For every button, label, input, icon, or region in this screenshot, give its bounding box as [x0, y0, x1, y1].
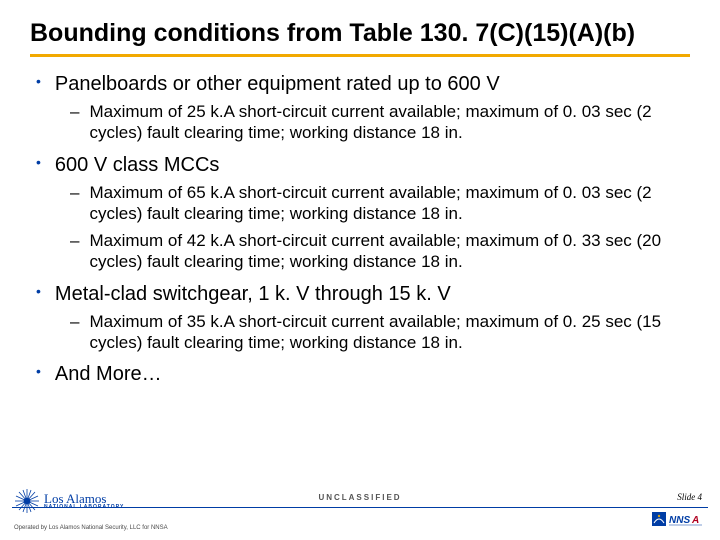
dash-icon: – — [70, 230, 79, 251]
bullet-item: • And More… — [36, 361, 690, 387]
bullet-text: And More… — [55, 361, 162, 387]
lanl-subtitle: NATIONAL LABORATORY — [44, 505, 124, 510]
slide-number: Slide 4 — [677, 492, 702, 502]
svg-text:A: A — [691, 515, 699, 526]
lanl-burst-icon — [14, 488, 40, 514]
dash-icon: – — [70, 101, 79, 122]
bullet-text: Metal-clad switchgear, 1 k. V through 15… — [55, 281, 451, 307]
content: • Panelboards or other equipment rated u… — [30, 71, 690, 387]
lanl-text: Los Alamos NATIONAL LABORATORY — [44, 492, 124, 510]
bullet-text: Panelboards or other equipment rated up … — [55, 71, 500, 97]
dash-icon: – — [70, 311, 79, 332]
bullet-dot-icon: • — [36, 152, 41, 173]
classification-label: UNCLASSIFIED — [318, 493, 401, 502]
sub-bullet-text: Maximum of 25 k.A short-circuit current … — [89, 101, 690, 144]
title-underline — [30, 54, 690, 57]
bullet-dot-icon: • — [36, 361, 41, 382]
bullet-group: • Panelboards or other equipment rated u… — [36, 71, 690, 144]
bullet-group: • 600 V class MCCs – Maximum of 65 k.A s… — [36, 152, 690, 273]
sub-bullet-item: – Maximum of 35 k.A short-circuit curren… — [70, 311, 690, 354]
lanl-logo: Los Alamos NATIONAL LABORATORY — [14, 488, 124, 514]
bullet-dot-icon: • — [36, 281, 41, 302]
bullet-text: 600 V class MCCs — [55, 152, 220, 178]
sub-bullet-text: Maximum of 65 k.A short-circuit current … — [89, 182, 690, 225]
footer: UNCLASSIFIED Slide 4 — [0, 486, 720, 540]
nnsa-logo: NNS A — [652, 509, 704, 534]
dash-icon: – — [70, 182, 79, 203]
sub-bullet-text: Maximum of 35 k.A short-circuit current … — [89, 311, 690, 354]
sub-bullet-text: Maximum of 42 k.A short-circuit current … — [89, 230, 690, 273]
bullet-item: • Metal-clad switchgear, 1 k. V through … — [36, 281, 690, 307]
bullet-group: • And More… — [36, 361, 690, 387]
bullet-item: • Panelboards or other equipment rated u… — [36, 71, 690, 97]
sub-bullet-item: – Maximum of 42 k.A short-circuit curren… — [70, 230, 690, 273]
sub-bullet-item: – Maximum of 25 k.A short-circuit curren… — [70, 101, 690, 144]
bullet-item: • 600 V class MCCs — [36, 152, 690, 178]
sub-bullet-item: – Maximum of 65 k.A short-circuit curren… — [70, 182, 690, 225]
operated-by-text: Operated by Los Alamos National Security… — [14, 525, 168, 531]
bullet-group: • Metal-clad switchgear, 1 k. V through … — [36, 281, 690, 354]
slide-title: Bounding conditions from Table 130. 7(C)… — [30, 18, 690, 48]
slide: Bounding conditions from Table 130. 7(C)… — [0, 0, 720, 540]
svg-text:NNS: NNS — [669, 515, 690, 526]
bullet-dot-icon: • — [36, 71, 41, 92]
